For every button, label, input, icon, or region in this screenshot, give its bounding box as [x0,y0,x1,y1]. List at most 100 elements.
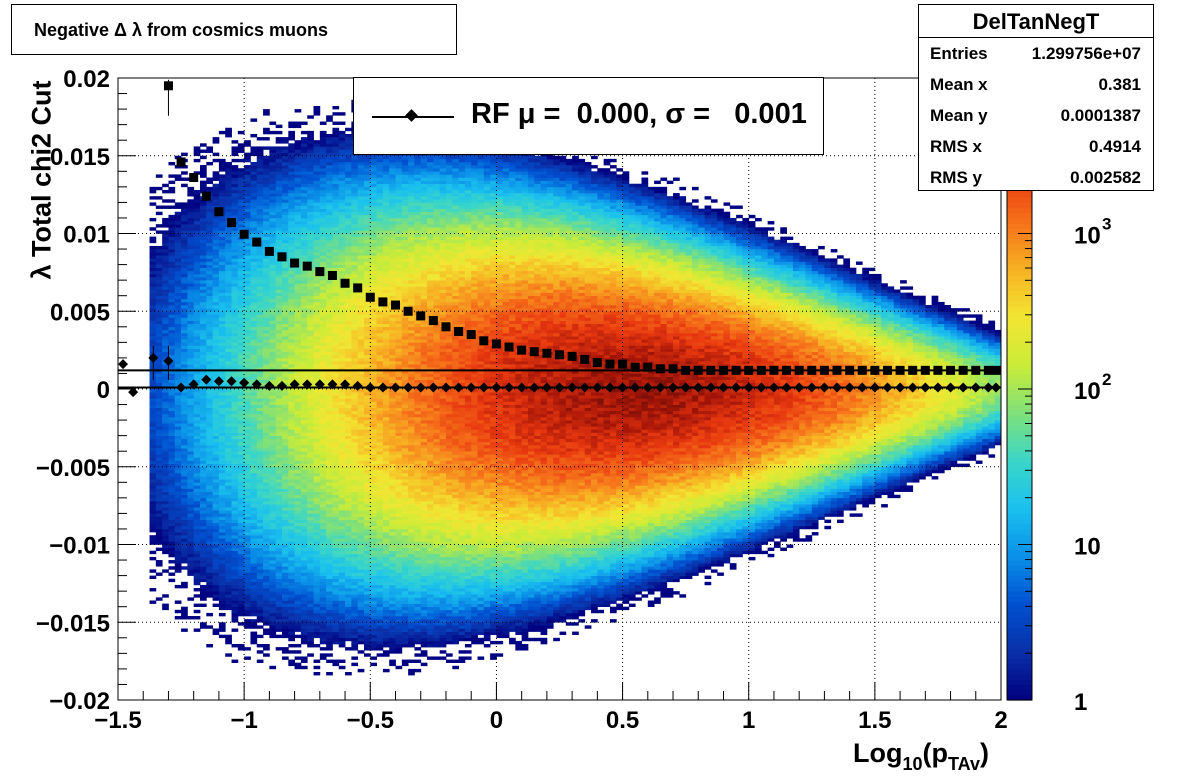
heatmap-cell [256,606,264,611]
heatmap-cell [206,370,214,374]
heatmap-cell [193,404,201,408]
heatmap-cell [338,165,346,169]
heatmap-cell [338,581,346,586]
heatmap-cell [338,186,346,191]
heatmap-cell [288,286,295,290]
heatmap-cell [269,177,277,181]
heatmap-cell [269,628,277,632]
heatmap-cell [263,267,270,272]
heatmap-cell [263,609,270,614]
heatmap-cell [326,221,333,225]
heatmap-cell [288,165,295,169]
heatmap-cell [212,426,220,430]
heatmap-cell [294,466,302,471]
heatmap-cell [351,628,359,632]
heatmap-cell [351,404,359,408]
heatmap-cell [218,180,226,185]
heatmap-cell [275,619,283,623]
heatmap-cell [225,205,232,209]
heatmap-cell [288,280,295,284]
heatmap-cell [332,249,340,253]
heatmap-cell [313,376,321,380]
heatmap-cell [269,308,277,312]
heatmap-cell [269,289,277,293]
heatmap-cell [332,572,340,576]
heatmap-cell [225,410,232,415]
heatmap-cell [181,556,188,561]
heatmap-cell [181,522,188,527]
heatmap-cell [307,211,314,216]
heatmap-cell [181,295,188,300]
heatmap-cell [269,370,277,374]
heatmap-cell [212,398,220,402]
heatmap-cell [225,255,232,259]
heatmap-cell [193,317,201,321]
heatmap-cell [225,398,232,402]
heatmap-cell [187,444,195,449]
heatmap-cell [319,463,327,468]
heatmap-cell [345,407,352,412]
heatmap-cell [294,588,302,592]
heatmap-cell [250,603,258,607]
heatmap-cell [206,497,214,502]
heatmap-cell [212,584,220,589]
heatmap-cell [288,594,295,598]
heatmap-cell [332,351,340,356]
heatmap-cell [332,326,340,331]
heatmap-cell [338,273,346,278]
heatmap-cell [263,491,270,496]
heatmap-cell [307,420,314,424]
heatmap-cell [168,295,176,300]
heatmap-cell [237,283,245,287]
heatmap-cell [206,264,214,269]
heatmap-cell [187,202,195,206]
heatmap-cell [187,510,195,514]
heatmap-cell [212,345,220,349]
heatmap-cell [332,460,340,464]
heatmap-cell [199,273,207,278]
heatmap-cell [218,249,226,253]
heatmap-cell [345,217,352,222]
heatmap-cell [193,494,201,499]
heatmap-cell [162,507,169,511]
heatmap-cell [288,202,295,206]
heatmap-cell [225,451,232,455]
heatmap-cell [218,563,226,567]
heatmap-cell [162,416,169,421]
heatmap-cell [319,280,327,284]
heatmap-cell [300,149,308,153]
heatmap-cell [168,305,176,309]
heatmap-cell [288,348,295,352]
heatmap-cell [206,494,214,499]
heatmap-cell [187,305,195,309]
heatmap-cell [281,161,289,166]
heatmap-cell [218,569,226,573]
heatmap-cell [313,152,321,157]
heatmap-cell [332,591,340,595]
heatmap-cell [269,426,277,430]
heatmap-cell [193,392,201,396]
heatmap-cell [162,532,169,536]
heatmap-cell [294,152,302,157]
heatmap-cell [231,376,239,380]
heatmap-cell [269,364,277,368]
heatmap-cell [187,289,195,293]
heatmap-cell [168,277,176,281]
heatmap-cell [212,507,220,511]
heatmap-cell [231,553,239,558]
heatmap-cell [218,454,226,458]
heatmap-cell [218,416,226,421]
heatmap-cell [332,239,340,244]
heatmap-cell [187,448,195,452]
heatmap-cell [250,202,258,206]
heatmap-cell [300,367,308,371]
heatmap-cell [237,277,245,281]
heatmap-cell [300,637,308,642]
heatmap-cell [181,252,188,256]
heatmap-cell [237,317,245,321]
heatmap-cell [187,273,195,278]
heatmap-cell [181,239,188,244]
heatmap-cell [351,239,359,244]
heatmap-cell [187,500,195,505]
heatmap-cell [300,236,308,241]
